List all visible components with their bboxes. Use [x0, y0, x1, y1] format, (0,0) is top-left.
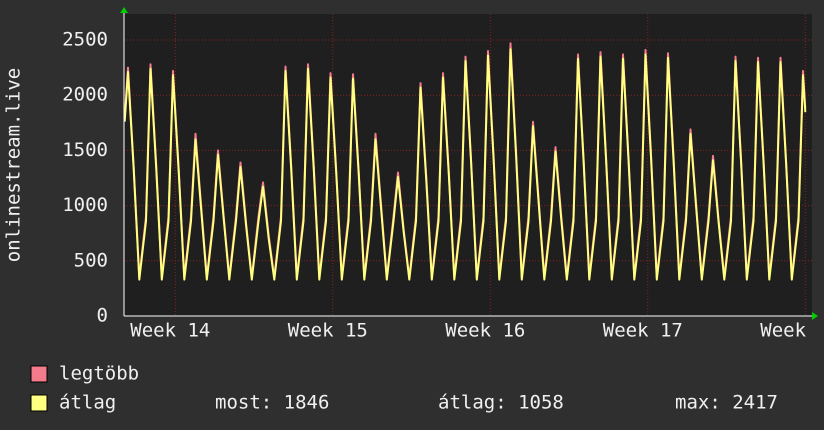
- series-line: [123, 48, 807, 281]
- lines: [123, 42, 807, 281]
- x-tick-label: Week 14: [130, 320, 210, 342]
- y-tick-label: 1500: [62, 139, 108, 161]
- y-tick-label: 2500: [62, 29, 108, 51]
- x-tick-label: Week 16: [445, 320, 525, 342]
- legend-swatch: [30, 365, 48, 383]
- x-tick-label: Week 17: [603, 320, 683, 342]
- legend-stat: átlag: 1058: [438, 392, 564, 414]
- y-axis-label: onlinestream.live: [3, 68, 25, 262]
- x-tick-label: Week 15: [288, 320, 368, 342]
- grid: [124, 14, 812, 317]
- y-arrow: [120, 7, 128, 13]
- y-tick-label: 500: [74, 249, 108, 271]
- x-arrow: [812, 312, 818, 320]
- x-tick-label: Week: [760, 320, 806, 342]
- legend-swatch: [30, 394, 48, 412]
- legend: legtöbb átlag most: 1846 átlag: 1058 max: 24…: [30, 363, 778, 414]
- legend-label: átlag: [59, 392, 116, 414]
- plot-area: [124, 14, 812, 316]
- y-tick-label: 1000: [62, 194, 108, 216]
- y-tick-label: 2000: [62, 84, 108, 106]
- legend-label: legtöbb: [59, 363, 139, 385]
- y-tick-label: 0: [97, 305, 108, 327]
- legend-stat: max: 2417: [675, 392, 778, 414]
- legend-stat: most: 1846: [215, 392, 329, 414]
